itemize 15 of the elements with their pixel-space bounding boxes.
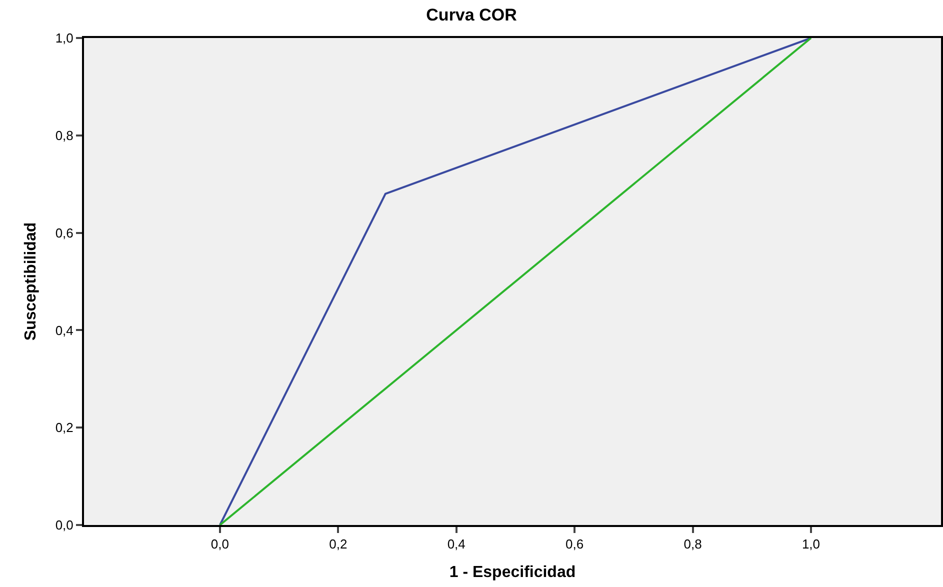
y-axis-title: Susceptibilidad — [22, 222, 40, 341]
y-tick-label: 1,0 — [55, 30, 74, 46]
x-tick-label: 0,8 — [684, 536, 702, 552]
x-tick-label: 0,2 — [329, 536, 348, 552]
y-tick-label: 0,4 — [55, 322, 74, 338]
y-tick-label: 0,0 — [55, 518, 74, 533]
y-tick-label: 0,8 — [55, 128, 74, 143]
x-tick-label: 0,4 — [447, 536, 466, 552]
x-axis-title: 1 - Especificidad — [449, 564, 576, 581]
y-tick-label: 0,2 — [55, 420, 74, 436]
y-tick-label: 0,6 — [55, 225, 74, 240]
x-tick-label: 0,0 — [210, 536, 229, 552]
x-tick-label: 1,0 — [802, 536, 820, 552]
chart-title: Curva COR — [426, 6, 517, 25]
x-tick-label: 0,6 — [566, 536, 584, 552]
